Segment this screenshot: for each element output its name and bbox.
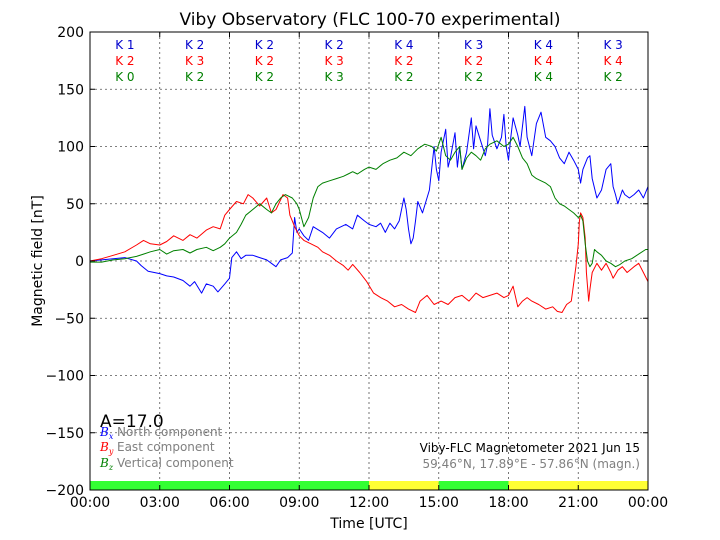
legend: Bx North component By East component Bz … <box>99 425 234 472</box>
legend-entry-north: Bx North component <box>99 425 223 441</box>
legend-symbol-vertical: Bz <box>99 456 114 472</box>
activity-bar <box>90 481 648 490</box>
x-tick-label: 12:00 <box>349 495 389 511</box>
k-index-x-label: K 1 <box>115 38 134 52</box>
series-line-north <box>89 105 649 294</box>
k-index-y-label: K 3 <box>324 54 343 68</box>
x-tick-label: 00:00 <box>70 495 110 511</box>
k-index-x-label: K 3 <box>464 38 483 52</box>
k-index-y-label: K 2 <box>115 54 134 68</box>
k-index-z-label: K 2 <box>603 70 622 84</box>
grid-lines <box>90 32 648 490</box>
y-tick-labels: 200 150 100 50 0 −50 −100 −150 −200 <box>46 25 84 499</box>
x-axis-label: Time [UTC] <box>329 516 407 532</box>
activity-block <box>369 481 439 490</box>
y-tick-label: −150 <box>46 426 84 442</box>
legend-label-north: North component <box>117 425 223 439</box>
a-index-label: A=17.0 <box>100 412 164 432</box>
k-index-z-label: K 2 <box>464 70 483 84</box>
series-lines <box>89 105 649 313</box>
y-tick-label: −50 <box>54 311 84 327</box>
k-index-x-label: K 3 <box>603 38 622 52</box>
activity-block <box>508 481 579 490</box>
legend-entry-vertical: Bz Vertical component <box>99 456 234 472</box>
k-index-labels: K 1 K 2 K 2 K 2 K 4 K 3 K 4 K 3 K 2 K 3 K 2 K 3 K 2 K… <box>115 38 623 84</box>
y-tick-label: −100 <box>46 369 84 385</box>
k-index-y-label: K 2 <box>464 54 483 68</box>
k-index-y-label: K 4 <box>603 54 622 68</box>
legend-label-east: East component <box>117 440 215 454</box>
y-tick-label: 50 <box>66 197 84 213</box>
x-tick-label: 00:00 <box>628 495 668 511</box>
legend-symbol-east: By <box>99 440 114 456</box>
k-index-y-label: K 2 <box>255 54 274 68</box>
k-index-z-label: K 2 <box>255 70 274 84</box>
k-index-x-label: K 4 <box>394 38 413 52</box>
activity-block <box>159 481 230 490</box>
instrument-date-label: Viby-FLC Magnetometer 2021 Jun 15 <box>420 441 640 455</box>
k-index-x-label: K 2 <box>324 38 343 52</box>
k-index-y-label: K 4 <box>534 54 553 68</box>
k-index-z-label: K 2 <box>394 70 413 84</box>
k-index-y-label: K 2 <box>394 54 413 68</box>
y-tick-label: 100 <box>57 140 84 156</box>
y-axis-label: Magnetic field [nT] <box>30 195 46 327</box>
activity-block <box>229 481 300 490</box>
legend-symbol-north: Bx <box>99 425 114 441</box>
legend-entry-east: By East component <box>99 440 215 456</box>
x-tick-label: 06:00 <box>209 495 249 511</box>
x-tick-label: 15:00 <box>419 495 459 511</box>
y-tick-label: 150 <box>57 82 84 98</box>
activity-block <box>438 481 509 490</box>
k-index-z-label: K 3 <box>324 70 343 84</box>
k-index-x-label: K 2 <box>255 38 274 52</box>
series-line-vertical <box>90 136 648 268</box>
y-tick-label: 0 <box>75 254 84 270</box>
x-tick-label: 03:00 <box>140 495 180 511</box>
k-index-z-label: K 4 <box>534 70 553 84</box>
y-tick-label: −200 <box>46 483 84 499</box>
legend-label-vertical: Vertical component <box>117 456 234 470</box>
y-tick-label: 200 <box>57 25 84 41</box>
axis-ticks <box>89 31 649 491</box>
k-index-z-label: K 2 <box>185 70 204 84</box>
activity-block <box>578 481 648 490</box>
activity-block <box>90 481 160 490</box>
x-tick-labels: 00:00 03:00 06:00 09:00 12:00 15:00 18:00 21:00… <box>70 495 668 511</box>
location-label: 59.46°N, 17.89°E - 57.86°N (magn.) <box>423 457 640 471</box>
x-tick-label: 21:00 <box>558 495 598 511</box>
k-index-z-label: K 0 <box>115 70 134 84</box>
k-index-x-label: K 2 <box>185 38 204 52</box>
k-index-y-label: K 3 <box>185 54 204 68</box>
activity-block <box>299 481 369 490</box>
x-tick-label: 18:00 <box>488 495 528 511</box>
x-tick-label: 09:00 <box>279 495 319 511</box>
k-index-x-label: K 4 <box>534 38 553 52</box>
chart-title: Viby Observatory (FLC 100-70 experimenta… <box>180 10 561 30</box>
